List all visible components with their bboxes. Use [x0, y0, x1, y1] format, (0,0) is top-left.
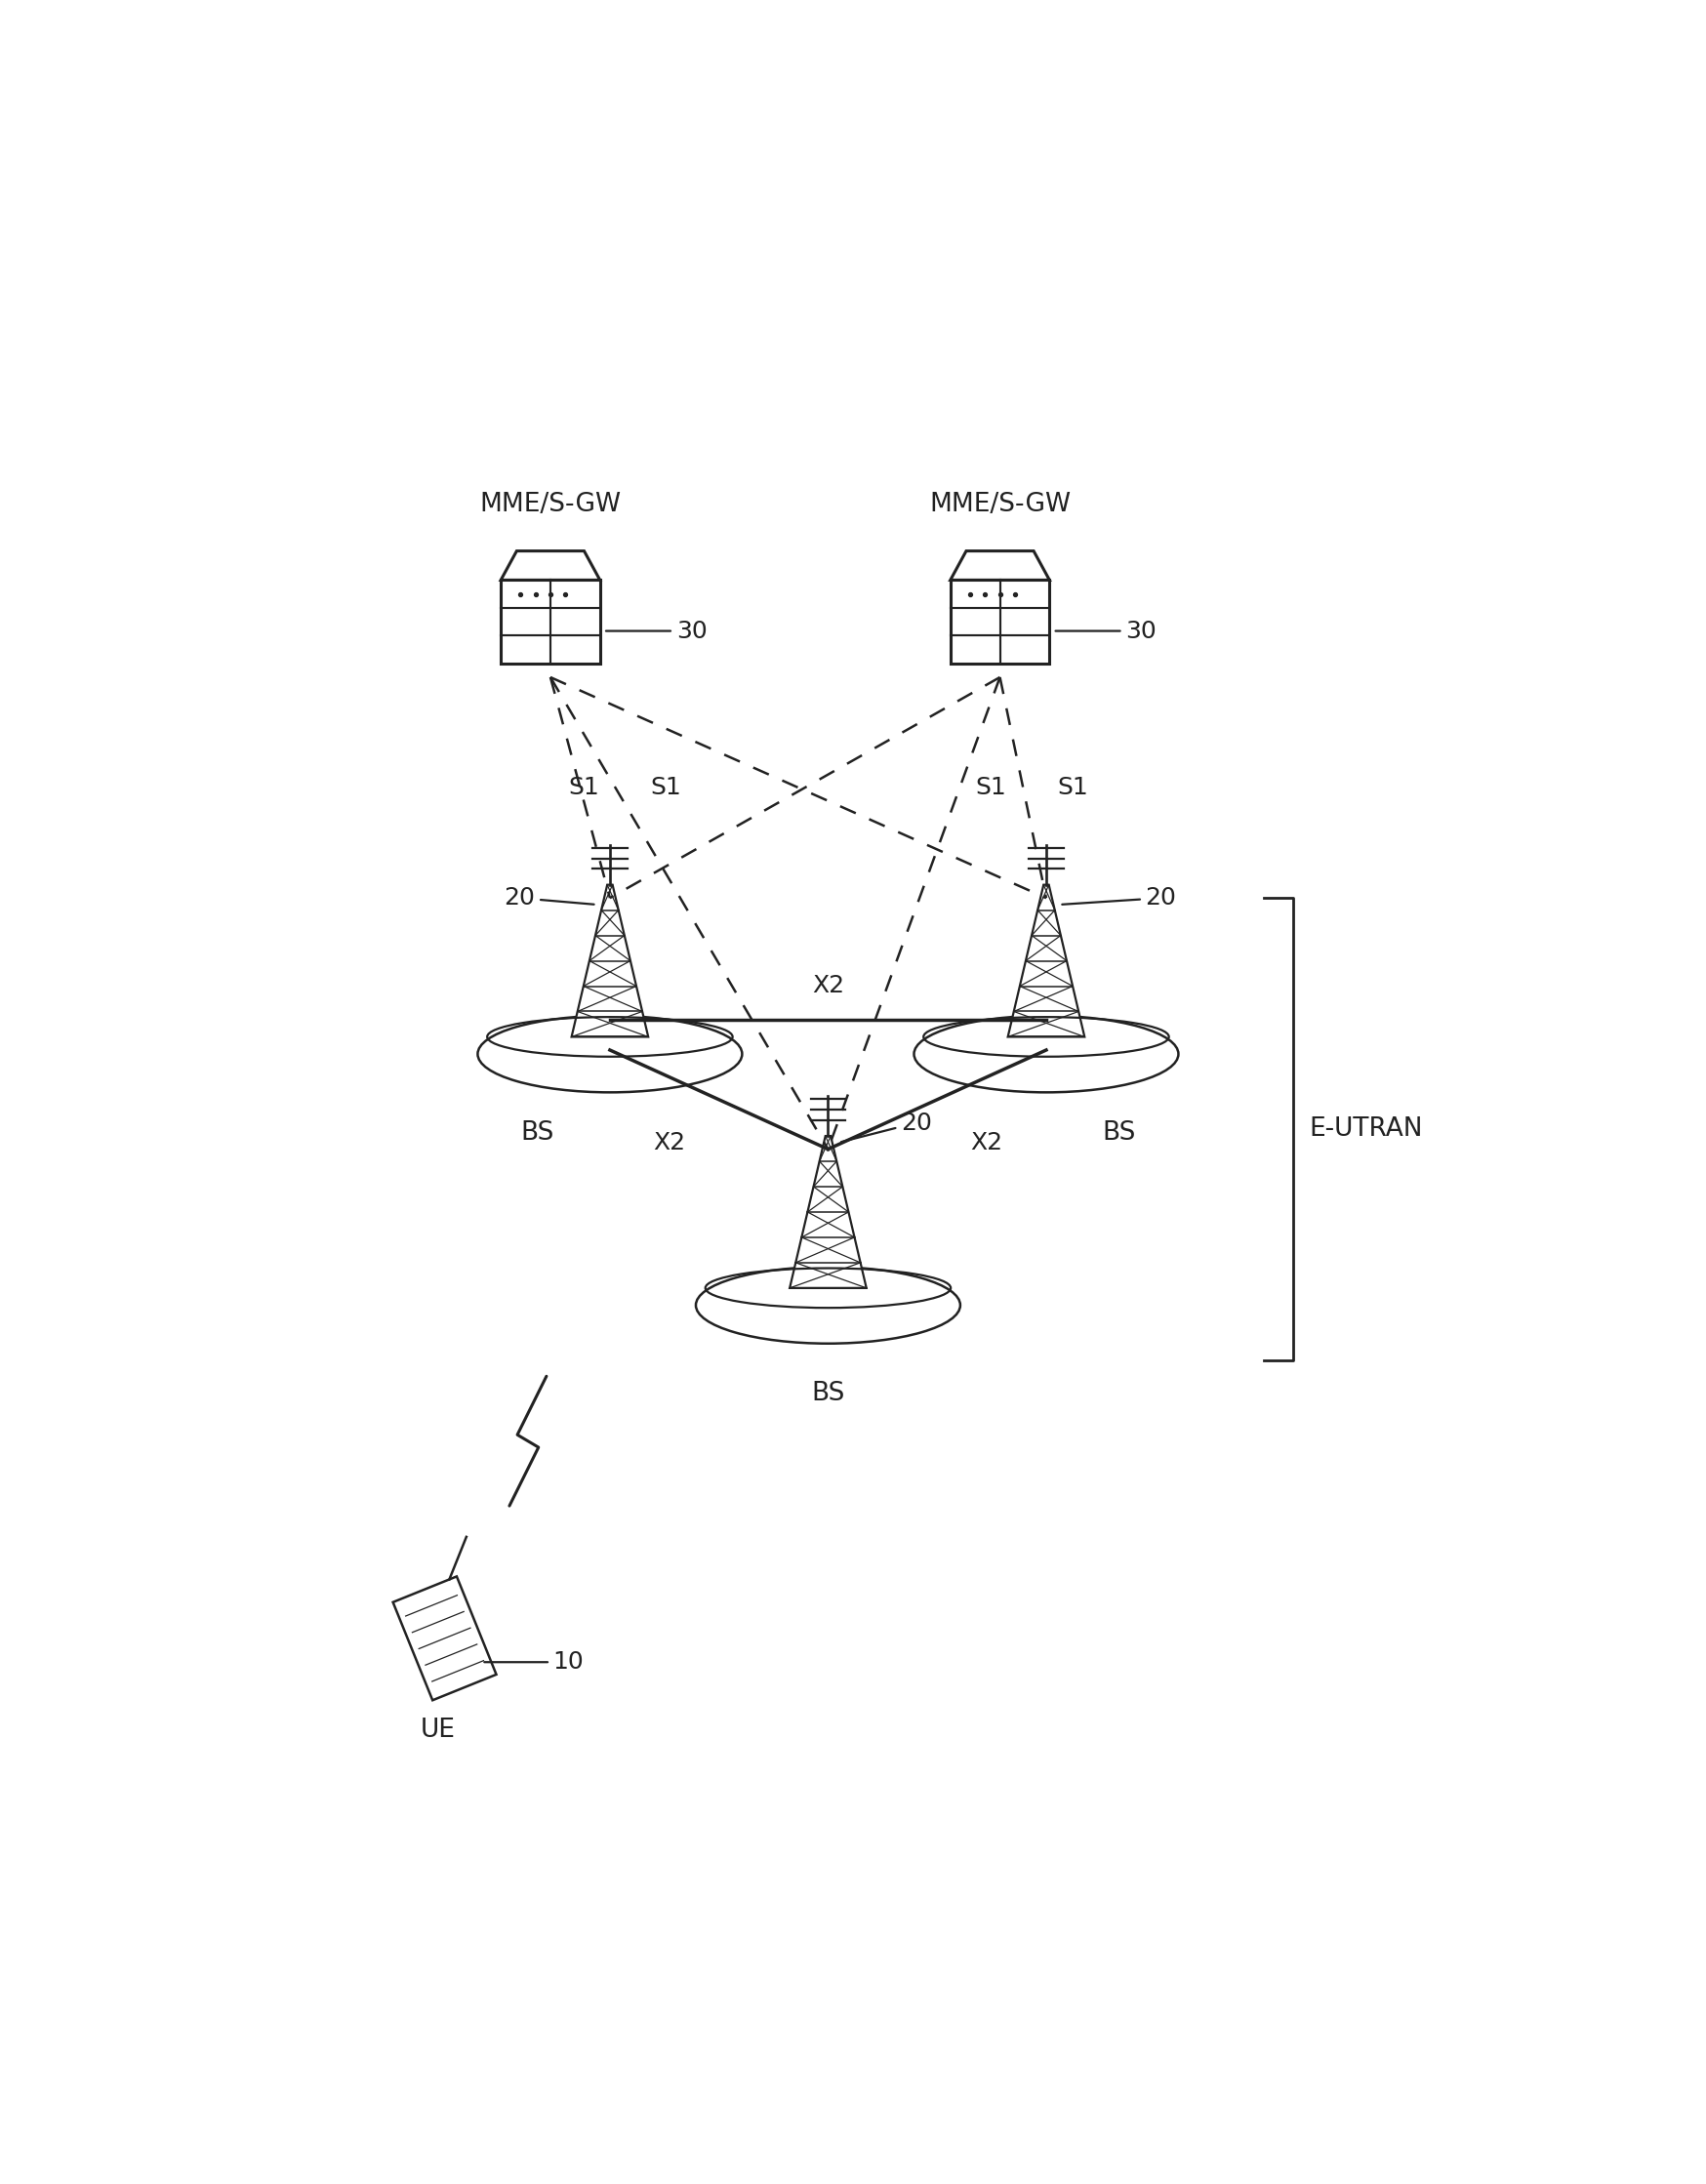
- Text: 30: 30: [1056, 620, 1157, 642]
- Polygon shape: [502, 550, 601, 581]
- Text: 20: 20: [1063, 887, 1177, 911]
- Text: E-UTRAN: E-UTRAN: [1309, 1116, 1423, 1142]
- Text: BS: BS: [520, 1120, 554, 1144]
- Text: S1: S1: [568, 775, 599, 799]
- Text: 20: 20: [841, 1112, 931, 1142]
- Polygon shape: [392, 1577, 496, 1699]
- Text: MME/S-GW: MME/S-GW: [479, 491, 621, 518]
- Text: X2: X2: [971, 1131, 1003, 1155]
- Text: S1: S1: [976, 775, 1007, 799]
- Polygon shape: [572, 885, 648, 1037]
- Text: S1: S1: [650, 775, 681, 799]
- Text: S1: S1: [1058, 775, 1088, 799]
- Text: X2: X2: [653, 1131, 686, 1155]
- Text: X2: X2: [812, 974, 844, 998]
- Bar: [950, 581, 1049, 664]
- Text: BS: BS: [812, 1380, 844, 1406]
- Text: 10: 10: [485, 1651, 583, 1673]
- Text: 30: 30: [606, 620, 706, 642]
- Polygon shape: [790, 1136, 867, 1289]
- Polygon shape: [1008, 885, 1085, 1037]
- Polygon shape: [950, 550, 1049, 581]
- Text: UE: UE: [420, 1717, 456, 1743]
- Bar: [502, 581, 601, 664]
- Text: MME/S-GW: MME/S-GW: [930, 491, 1071, 518]
- Text: BS: BS: [1102, 1120, 1136, 1144]
- Text: 20: 20: [505, 887, 594, 911]
